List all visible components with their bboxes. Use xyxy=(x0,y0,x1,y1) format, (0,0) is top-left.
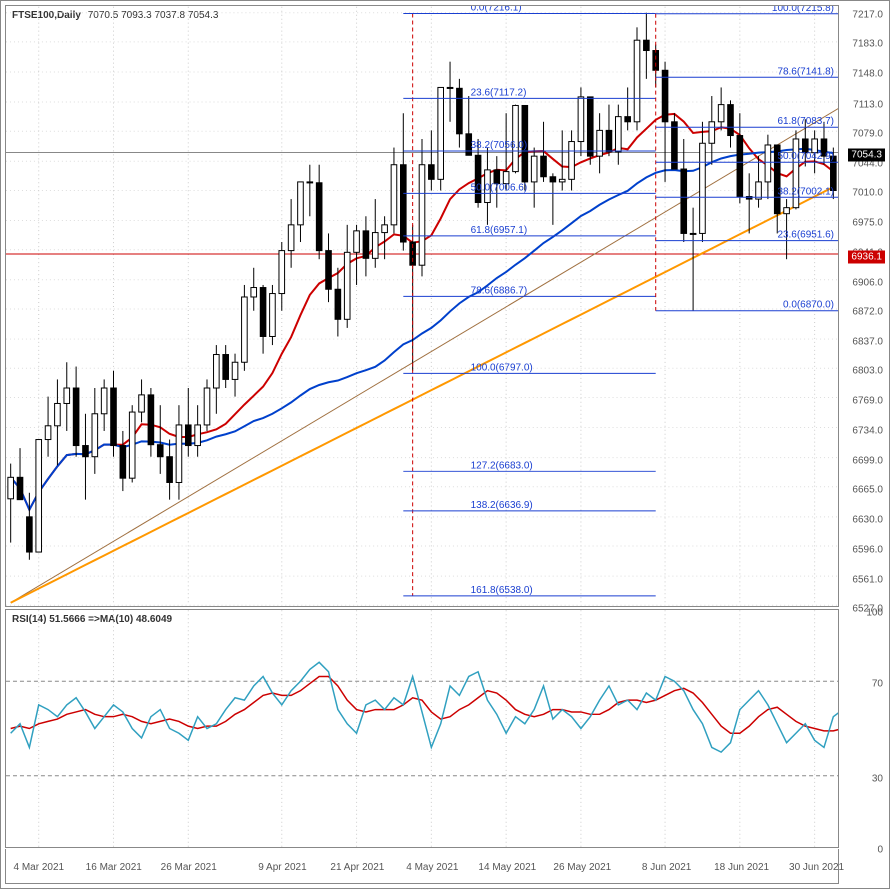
x-tick: 21 Apr 2021 xyxy=(330,862,384,873)
y-tick: 6975.0 xyxy=(852,218,883,229)
svg-text:38.2(7002.1): 38.2(7002.1) xyxy=(777,186,834,197)
y-tick: 6769.0 xyxy=(852,395,883,406)
price-panel[interactable]: FTSE100,Daily 7070.5 7093.3 7037.8 7054.… xyxy=(5,5,839,607)
y-axis: 6527.06561.06596.06630.06665.06699.06734… xyxy=(841,5,885,884)
y-tick: 6734.0 xyxy=(852,425,883,436)
y-tick: 6561.0 xyxy=(852,574,883,585)
x-tick: 16 Mar 2021 xyxy=(86,862,142,873)
y-tick: 6872.0 xyxy=(852,307,883,318)
x-tick: 9 Apr 2021 xyxy=(258,862,306,873)
rsi-panel[interactable]: RSI(14) 51.5666 =>MA(10) 48.6049 xyxy=(5,609,839,848)
y-tick: 7010.0 xyxy=(852,188,883,199)
svg-text:0.0(7216.1): 0.0(7216.1) xyxy=(471,5,522,14)
x-tick: 8 Jun 2021 xyxy=(642,862,692,873)
pivot-price-tag: 6936.1 xyxy=(848,250,885,263)
svg-text:38.2(7056.0): 38.2(7056.0) xyxy=(471,140,528,151)
x-tick: 26 May 2021 xyxy=(553,862,611,873)
rsi-canvas xyxy=(6,610,838,847)
y-tick: 7148.0 xyxy=(852,69,883,80)
chart-container: FTSE100,Daily 7070.5 7093.3 7037.8 7054.… xyxy=(0,0,890,889)
y-tick: 6803.0 xyxy=(852,366,883,377)
svg-text:23.6(6951.6): 23.6(6951.6) xyxy=(777,230,834,241)
svg-text:161.8(6538.0): 161.8(6538.0) xyxy=(471,585,533,596)
rsi-y-tick: 0 xyxy=(877,845,883,856)
x-tick: 4 May 2021 xyxy=(406,862,458,873)
y-tick: 6665.0 xyxy=(852,485,883,496)
rsi-y-tick: 30 xyxy=(872,773,883,784)
x-tick: 18 Jun 2021 xyxy=(714,862,769,873)
svg-text:78.6(7141.8): 78.6(7141.8) xyxy=(777,66,834,77)
x-tick: 4 Mar 2021 xyxy=(14,862,65,873)
svg-text:0.0(6870.0): 0.0(6870.0) xyxy=(783,300,834,311)
price-canvas: 0.0(7216.1) 23.6(7117.2) 38.2(7056.0) 50.0(… xyxy=(6,6,838,606)
svg-text:50.0(7042.9): 50.0(7042.9) xyxy=(777,151,834,162)
x-tick: 26 Mar 2021 xyxy=(161,862,217,873)
y-tick: 7183.0 xyxy=(852,39,883,50)
y-tick: 6596.0 xyxy=(852,544,883,555)
rsi-y-tick: 70 xyxy=(872,679,883,690)
y-tick: 7217.0 xyxy=(852,10,883,21)
svg-text:127.2(6683.0): 127.2(6683.0) xyxy=(471,460,533,471)
rsi-y-tick: 100 xyxy=(866,608,883,619)
svg-text:61.8(7083.7): 61.8(7083.7) xyxy=(777,116,834,127)
svg-text:61.8(6957.1): 61.8(6957.1) xyxy=(471,225,528,236)
svg-text:50.0(7006.6): 50.0(7006.6) xyxy=(471,182,528,193)
y-tick: 7113.0 xyxy=(853,99,883,110)
svg-text:23.6(7117.2): 23.6(7117.2) xyxy=(471,87,527,98)
y-tick: 6630.0 xyxy=(852,515,883,526)
y-tick: 7079.0 xyxy=(852,128,883,139)
svg-text:100.0(6797.0): 100.0(6797.0) xyxy=(471,362,533,373)
svg-text:100.0(7215.8): 100.0(7215.8) xyxy=(772,5,834,14)
y-tick: 6699.0 xyxy=(852,455,883,466)
y-tick: 6906.0 xyxy=(852,277,883,288)
svg-text:138.2(6636.9): 138.2(6636.9) xyxy=(471,500,533,511)
x-tick: 14 May 2021 xyxy=(478,862,536,873)
x-axis: 4 Mar 2021 16 Mar 2021 26 Mar 2021 9 Apr 20… xyxy=(5,849,839,884)
y-tick: 6837.0 xyxy=(852,337,883,348)
current-price-tag: 7054.3 xyxy=(848,149,885,162)
x-tick: 30 Jun 2021 xyxy=(789,862,844,873)
svg-text:78.6(6886.7): 78.6(6886.7) xyxy=(471,285,528,296)
